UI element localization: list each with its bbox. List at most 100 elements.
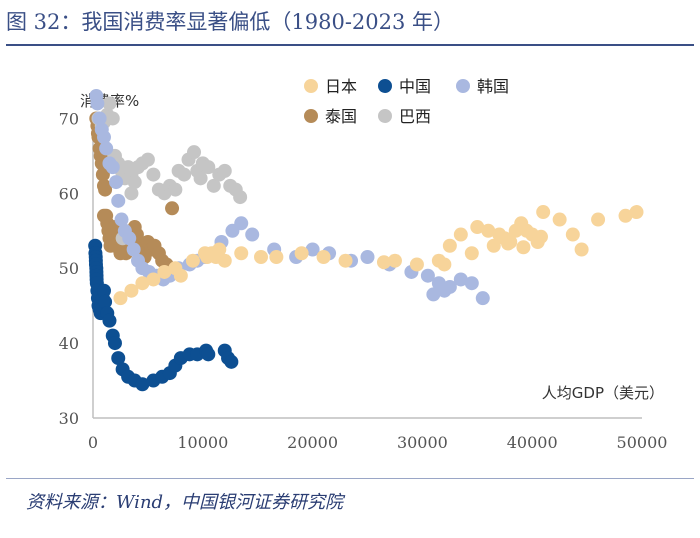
series-1 [88,238,239,392]
data-point [185,253,200,268]
data-point [305,242,320,257]
data-point [234,246,249,261]
data-point [102,313,117,328]
data-point [157,264,172,279]
series-2 [89,88,490,306]
legend-label: 中国 [399,77,431,96]
data-point [409,257,424,272]
data-point [127,175,142,190]
data-point [109,175,124,190]
data-point [177,167,192,182]
data-point [98,294,113,309]
data-point [338,253,353,268]
data-point [269,249,284,264]
data-point [206,178,221,193]
data-point [201,347,216,362]
data-point [516,240,531,255]
data-point [105,160,120,175]
data-point [168,182,183,197]
source-rule [6,478,694,479]
data-point [574,242,589,257]
y-tick-label: 60 [59,184,79,203]
y-tick-labels: 30 40 50 60 70 [59,109,79,428]
data-point [442,238,457,253]
data-point [470,220,485,235]
x-tick-labels: 0 10000 20000 30000 40000 50000 [88,433,668,452]
data-point [114,212,129,227]
data-point [536,205,551,220]
data-point [173,268,188,283]
legend-label: 日本 [325,77,357,96]
legend-marker [304,79,318,93]
data-point [565,227,580,242]
x-tick-label: 50000 [617,433,668,452]
data-point [105,111,120,126]
data-point [437,257,452,272]
data-point [96,283,111,298]
x-tick-label: 40000 [507,433,558,452]
y-tick-label: 30 [59,409,79,428]
data-point [111,193,126,208]
data-point [193,171,208,186]
x-axis-label: 人均GDP（美元） [542,384,664,402]
data-point [99,141,114,156]
data-point [294,246,309,261]
data-point [234,216,249,231]
x-tick-label: 10000 [177,433,228,452]
data-point [217,253,232,268]
x-tick-label: 20000 [287,433,338,452]
data-point [464,246,479,261]
data-point [253,249,268,264]
data-point [245,227,260,242]
data-point [360,249,375,264]
data-point [135,377,150,392]
data-point [140,152,155,167]
x-tick-label: 30000 [397,433,448,452]
source-note: 资料来源：Wind，中国银河证券研究院 [26,492,344,513]
data-point [95,167,110,182]
legend-label: 巴西 [399,107,431,126]
data-point [107,336,122,351]
legend-label: 泰国 [325,107,357,126]
series-0 [113,205,644,306]
data-point [122,231,137,246]
data-point [533,229,548,244]
data-point [92,111,107,126]
data-point [453,272,468,287]
data-point [96,130,111,145]
title-rule [6,44,694,46]
data-point [591,212,606,227]
data-point [376,255,391,270]
legend-marker [456,79,470,93]
x-tick-label: 0 [88,433,98,452]
figure-title: 图 32：我国消费率显著偏低（1980-2023 年） [6,10,455,34]
data-point [224,354,239,369]
data-point [629,205,644,220]
data-point [618,208,633,223]
data-point [124,186,139,201]
data-point [481,223,496,238]
data-point [217,163,232,178]
data-point [102,96,117,111]
legend-label: 韩国 [477,77,509,96]
data-point [453,227,468,242]
data-point [165,201,180,216]
data-point [90,96,105,111]
legend-marker [378,79,392,93]
data-point [96,208,111,223]
data-point [146,167,161,182]
data-point [146,272,161,287]
data-point [420,268,435,283]
data-point [126,242,141,257]
data-point [426,287,441,302]
data-point [111,351,126,366]
data-point [124,283,139,298]
y-tick-label: 50 [59,259,79,278]
data-point [486,238,501,253]
data-point [437,283,452,298]
data-point [475,291,490,306]
data-point [552,212,567,227]
legend-marker [304,109,318,123]
y-tick-label: 40 [59,334,79,353]
